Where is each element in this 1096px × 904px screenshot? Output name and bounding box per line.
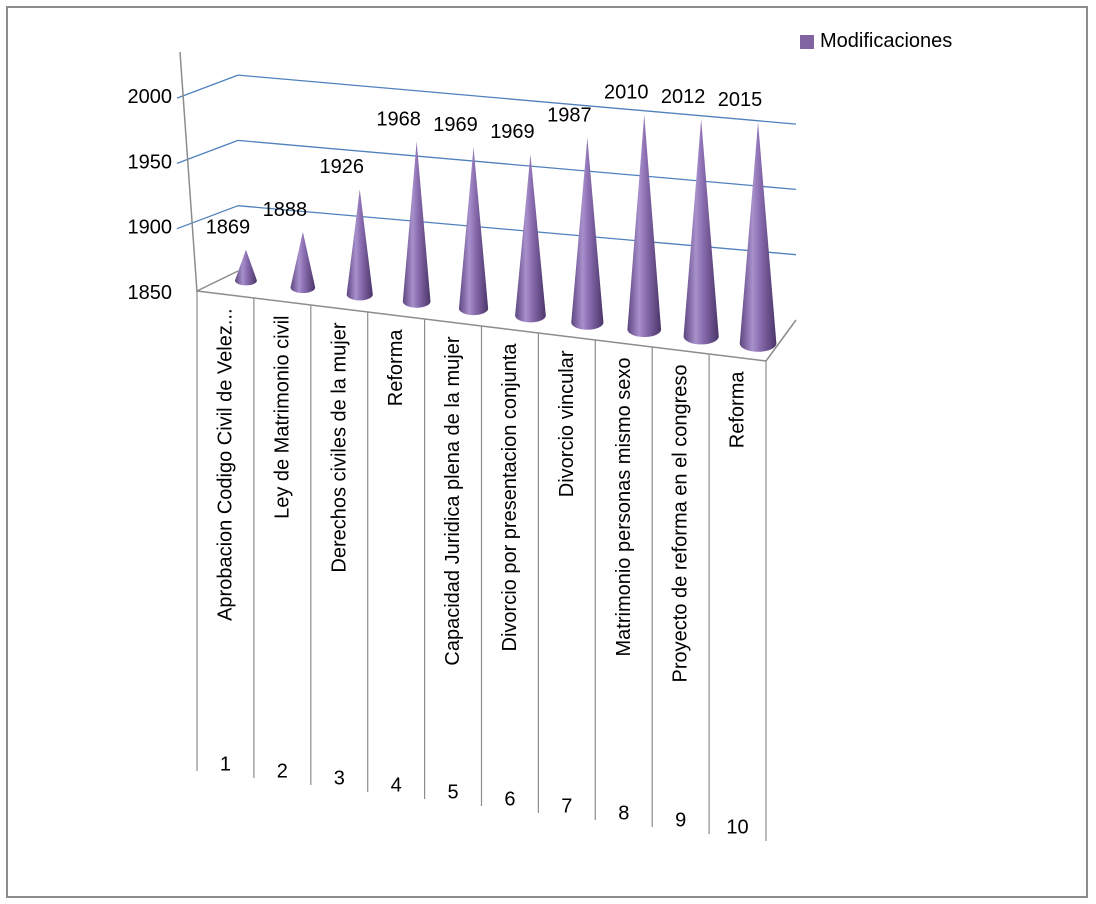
y-tick-label: 1950 xyxy=(128,151,173,173)
gridline-side xyxy=(176,74,239,99)
data-label: 1926 xyxy=(320,156,365,178)
category-label: Divorcio vincular xyxy=(556,350,578,497)
category-number: 8 xyxy=(618,803,629,825)
data-label: 2010 xyxy=(604,82,649,104)
data-label: 1969 xyxy=(433,114,478,136)
legend-swatch xyxy=(800,34,814,49)
category-label: Derechos civiles de la mujer xyxy=(328,322,350,572)
category-label: Ley de Matrimonio civil xyxy=(271,316,293,519)
y-axis-line xyxy=(179,51,198,293)
data-label: 1968 xyxy=(376,108,421,130)
category-number: 10 xyxy=(726,817,748,839)
data-label: 2015 xyxy=(718,89,763,111)
cone-bar xyxy=(515,154,546,323)
cone-bar xyxy=(627,114,662,338)
cone-bar xyxy=(458,147,489,316)
category-label: Divorcio por presentacion conjunta xyxy=(499,343,521,652)
floor-right-edge xyxy=(765,319,797,362)
category-number: 6 xyxy=(504,789,515,811)
category-number: 9 xyxy=(675,810,686,832)
category-label: Aprobacion Codigo Civil de Velez... xyxy=(214,309,236,621)
category-label: Capacidad Juridica plena de la mujer xyxy=(442,336,464,665)
gridline-back xyxy=(237,74,797,125)
cone-bar xyxy=(402,141,431,308)
category-number: 4 xyxy=(391,775,402,797)
y-tick-label: 1850 xyxy=(128,282,173,304)
cone-bar xyxy=(234,249,257,286)
category-label: Reforma xyxy=(385,329,407,407)
chart-frame xyxy=(6,6,1088,898)
gridline-back xyxy=(237,205,797,256)
category-label: Proyecto de reforma en el congreso xyxy=(670,365,692,683)
category-label: Matrimonio personas mismo sexo xyxy=(613,358,635,657)
data-label: 1969 xyxy=(490,121,535,143)
floor-side-edge xyxy=(196,270,239,292)
category-number: 1 xyxy=(220,754,231,776)
data-label: 1987 xyxy=(547,105,592,127)
data-label: 1869 xyxy=(206,217,251,239)
category-number: 5 xyxy=(447,782,458,804)
cone-bar xyxy=(290,231,316,294)
cone-bar xyxy=(739,122,777,352)
cone-bar xyxy=(571,137,604,330)
data-label: 2012 xyxy=(661,86,706,108)
category-label: Reforma xyxy=(727,371,749,449)
cone-bar xyxy=(346,189,373,301)
category-number: 7 xyxy=(561,796,572,818)
legend-label: Modificaciones xyxy=(820,30,953,52)
gridline-side xyxy=(176,205,239,230)
data-label: 1888 xyxy=(263,199,308,221)
cone-bar xyxy=(683,118,719,345)
legend: Modificaciones xyxy=(800,30,952,53)
y-tick-label: 2000 xyxy=(128,86,173,108)
y-tick-label: 1900 xyxy=(128,217,173,239)
category-number: 2 xyxy=(277,761,288,783)
category-number: 3 xyxy=(334,768,345,790)
